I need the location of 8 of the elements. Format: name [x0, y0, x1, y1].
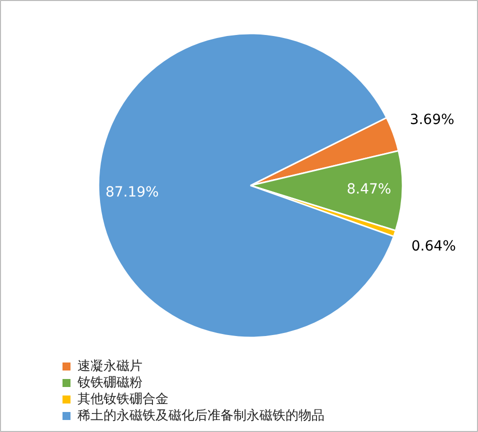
legend-label: 稀土的永磁铁及磁化后准备制永磁铁的物品: [78, 408, 324, 424]
legend-label: 其他钕铁硼合金: [78, 392, 168, 407]
data-label: 87.19%: [105, 184, 159, 201]
data-label: 3.69%: [410, 112, 454, 128]
data-label: 8.47%: [346, 182, 392, 198]
data-label: 0.64%: [411, 238, 456, 255]
legend-label: 钕铁硼磁粉: [76, 376, 142, 390]
legend-label: 速凝永磁片: [78, 358, 142, 374]
